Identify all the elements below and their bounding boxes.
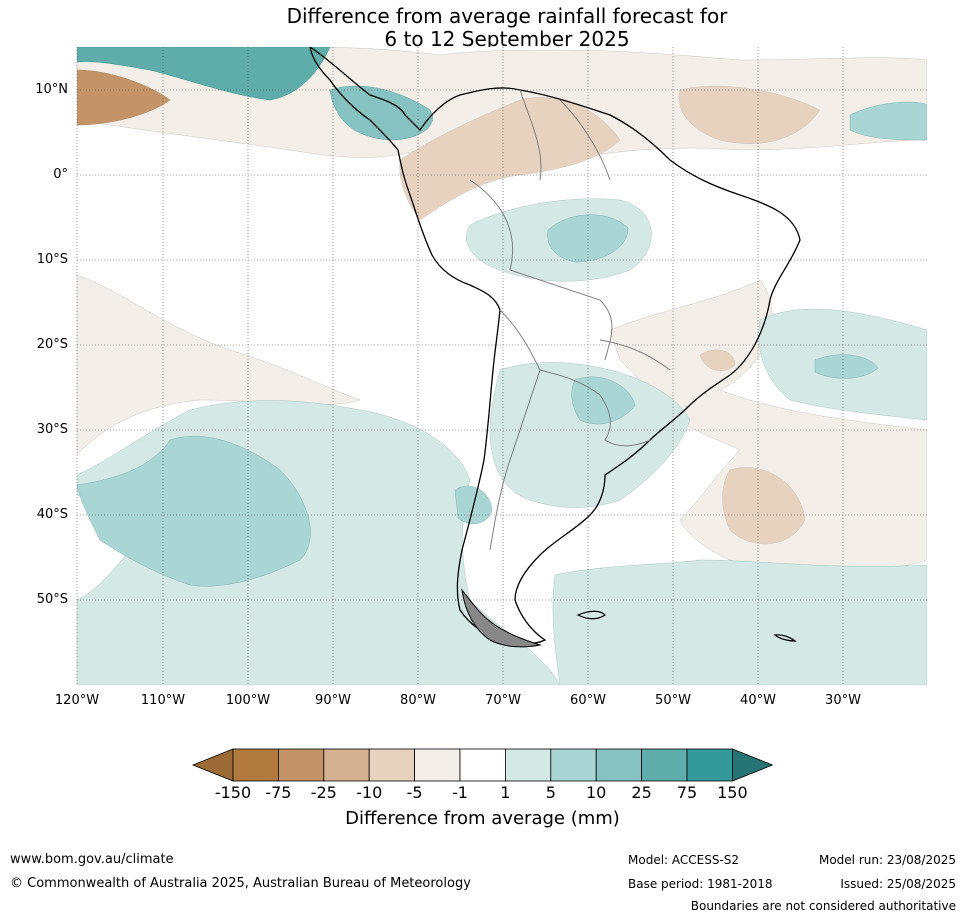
- legend-tick-label: 1: [500, 783, 511, 802]
- legend-swatch: [550, 748, 597, 782]
- wet-area-south-atlantic-core2: [814, 354, 879, 379]
- legend-swatch: [368, 748, 416, 782]
- legend-tick-label: 150: [717, 783, 748, 802]
- legend-swatch: [686, 748, 733, 782]
- legend-tick-label: -150: [214, 783, 252, 802]
- lon-label-50w: 50°W: [655, 693, 691, 708]
- base-period: Base period: 1981-2018: [628, 877, 773, 891]
- legend-tick-label: 10: [586, 783, 607, 802]
- legend-tick-label: -5: [406, 783, 423, 802]
- tierra-del-fuego: [461, 588, 542, 648]
- legend-swatch: [504, 748, 552, 782]
- lat-label-20s: 20°S: [36, 337, 68, 352]
- legend-swatch: [595, 748, 643, 782]
- legend-tick-label: -1: [452, 783, 468, 802]
- legend-title: Difference from average (mm): [345, 808, 620, 829]
- dry-area-pacific-north: [77, 69, 171, 126]
- legend-arrow-low: [191, 748, 234, 782]
- lat-label-10s: 10°S: [36, 252, 68, 267]
- boundaries-disclaimer: Boundaries are not considered authoritat…: [690, 899, 956, 913]
- map-subtitle: 6 to 12 September 2025: [384, 27, 630, 51]
- legend-tick-label: -75: [265, 783, 292, 802]
- legend-swatch: [323, 748, 370, 782]
- website-link[interactable]: www.bom.gov.au/climate: [10, 852, 174, 867]
- lon-label-30w: 30°W: [825, 693, 861, 708]
- legend-swatch: [641, 748, 688, 782]
- lat-label-0: 0°: [53, 167, 68, 182]
- model-name: Model: ACCESS-S2: [628, 853, 740, 867]
- south-america-coastline: [309, 47, 801, 645]
- wet-area-southern-ocean: [552, 559, 927, 685]
- dry-area-brazil: [699, 349, 736, 371]
- south-georgia: [773, 634, 797, 642]
- legend-swatch: [414, 748, 461, 782]
- legend-swatch: [277, 748, 325, 782]
- legend-tick-label: 75: [676, 783, 698, 802]
- lat-label-10n: 10°N: [35, 82, 68, 97]
- legend-tick-label: -10: [356, 783, 383, 802]
- wet-area-amazon-core: [547, 214, 629, 263]
- copyright: © Commonwealth of Australia 2025, Austra…: [10, 876, 471, 891]
- anomaly-shading: [77, 47, 927, 685]
- legend-swatches: [191, 748, 774, 782]
- dry-area-atlantic: [678, 85, 821, 144]
- falkland-islands: [576, 610, 606, 620]
- lon-label-70w: 70°W: [485, 693, 521, 708]
- country-borders: [469, 89, 671, 551]
- legend-tick-label: 25: [631, 783, 652, 802]
- legend-tick-label: 5: [545, 783, 556, 802]
- wet-area-east-atlantic: [849, 101, 927, 141]
- dry-area-southeast-pacific: [77, 274, 361, 456]
- lon-label-90w: 90°W: [315, 693, 351, 708]
- wet-area-pacific-core: [77, 436, 311, 587]
- wet-area-central-america: [329, 85, 433, 141]
- graticule: [76, 47, 927, 685]
- wet-area-north-pacific: [77, 47, 331, 101]
- legend-swatch: [232, 748, 279, 782]
- lat-label-50s: 50°S: [36, 592, 68, 607]
- lon-label-40w: 40°W: [740, 693, 776, 708]
- map-title: Difference from average rainfall forecas…: [286, 4, 728, 28]
- legend-tick-label: -25: [310, 783, 337, 802]
- dry-area-south-atlantic-core: [722, 467, 806, 545]
- lon-label-110w: 110°W: [140, 693, 186, 708]
- dry-area-northern-south-america: [399, 97, 621, 221]
- model-run: Model run: 23/08/2025: [818, 853, 956, 867]
- lon-label-80w: 80°W: [400, 693, 436, 708]
- lon-label-120w: 120°W: [54, 693, 100, 708]
- lon-label-60w: 60°W: [570, 693, 606, 708]
- issued-date: Issued: 25/08/2025: [840, 877, 956, 891]
- lat-label-30s: 30°S: [36, 422, 68, 437]
- legend-swatch: [459, 748, 506, 782]
- lon-label-100w: 100°W: [225, 693, 271, 708]
- wet-area-argentina: [489, 362, 691, 508]
- lat-label-40s: 40°S: [36, 507, 68, 522]
- legend-arrow-high: [732, 748, 774, 782]
